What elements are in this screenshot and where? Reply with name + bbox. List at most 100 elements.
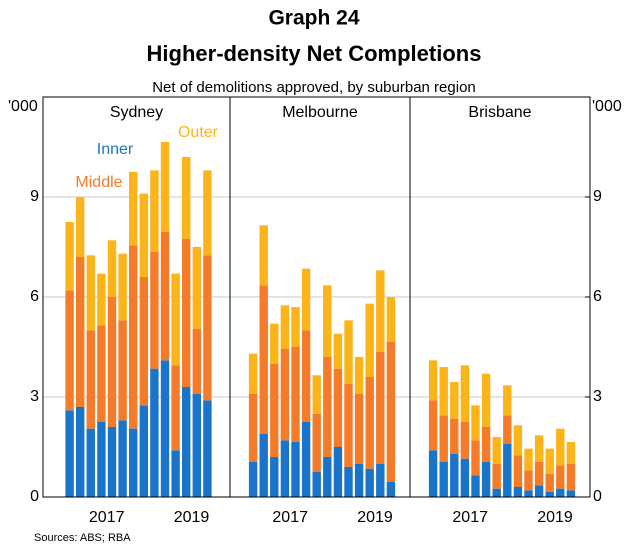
bar [65, 290, 74, 411]
bar [524, 448, 533, 471]
bar [333, 333, 343, 369]
bar [545, 473, 554, 492]
bar [259, 285, 268, 434]
bar [354, 463, 364, 497]
bar [534, 435, 544, 462]
bar [192, 328, 201, 394]
bar [376, 352, 385, 464]
legend-label: Inner [97, 141, 134, 158]
bar [291, 347, 300, 442]
bar [556, 465, 565, 489]
sources: Sources: ABS; RBA [34, 532, 131, 544]
bar [323, 457, 332, 497]
bar [344, 383, 353, 467]
bar [323, 357, 332, 457]
bar [291, 307, 300, 347]
bar [160, 360, 170, 497]
bar [365, 303, 374, 377]
x-tick-label: 2017 [272, 509, 308, 526]
bar [203, 170, 212, 256]
x-tick-label: 2017 [452, 509, 488, 526]
bar [270, 363, 279, 457]
bar [439, 367, 448, 416]
bar [182, 238, 191, 387]
bar [280, 348, 290, 441]
bar [545, 448, 554, 474]
bar [450, 418, 459, 454]
bar [312, 375, 321, 414]
bar [312, 472, 321, 497]
bar [118, 420, 127, 497]
bar [107, 240, 117, 297]
y-tick-label: 0 [30, 488, 39, 505]
bar [333, 368, 343, 447]
bar [139, 193, 148, 277]
y2-axis-label: '000 [592, 98, 622, 115]
bar [76, 407, 85, 497]
panel-title: Melbourne [282, 104, 358, 121]
bar [460, 422, 470, 459]
panel-title: Sydney [110, 104, 163, 121]
bar [301, 330, 311, 422]
bar [492, 488, 501, 497]
bar [323, 285, 332, 357]
bar [171, 365, 180, 451]
bar [471, 440, 480, 476]
bar [86, 255, 95, 331]
x-tick-label: 2019 [537, 509, 573, 526]
bar [259, 433, 268, 497]
bar [182, 157, 191, 239]
bar [160, 142, 170, 232]
bar [492, 463, 501, 489]
bar [270, 323, 279, 364]
bar [280, 305, 290, 349]
bar [97, 273, 106, 326]
bar [450, 453, 459, 497]
bar [503, 415, 512, 444]
bar [460, 458, 470, 497]
bar [524, 470, 533, 491]
subtitle: Net of demolitions approved, by suburban… [152, 79, 476, 96]
bar [492, 437, 501, 464]
bar [129, 245, 138, 429]
bar [86, 428, 95, 497]
x-tick-label: 2019 [174, 509, 210, 526]
bar [513, 487, 523, 497]
bar [439, 462, 448, 497]
bar [524, 490, 533, 497]
bar [118, 320, 127, 421]
bar [86, 330, 95, 429]
bar [481, 427, 491, 462]
bar [376, 270, 385, 352]
bar [386, 297, 396, 342]
header: Graph 24 [268, 7, 359, 30]
bar [129, 428, 138, 497]
bar [460, 365, 470, 422]
bar [365, 468, 374, 497]
bar [76, 197, 85, 257]
bar [365, 377, 374, 469]
bar [376, 463, 385, 497]
bar [354, 357, 364, 394]
bar [428, 450, 438, 497]
bar [301, 422, 311, 497]
bar [118, 253, 127, 321]
panel-title: Brisbane [468, 104, 531, 121]
bar [192, 393, 201, 497]
bar [150, 252, 159, 369]
bar [291, 442, 300, 497]
bar [171, 450, 180, 497]
bar [182, 387, 191, 497]
bar [428, 400, 438, 451]
bar [503, 385, 512, 416]
bar [160, 232, 170, 361]
y-tick-label: 6 [30, 288, 39, 305]
bar [344, 467, 353, 497]
bar [150, 368, 159, 497]
bar [471, 405, 480, 441]
bar [280, 440, 290, 497]
bar [97, 422, 106, 497]
y-axis-label: '000 [8, 98, 38, 115]
bar [65, 410, 74, 497]
